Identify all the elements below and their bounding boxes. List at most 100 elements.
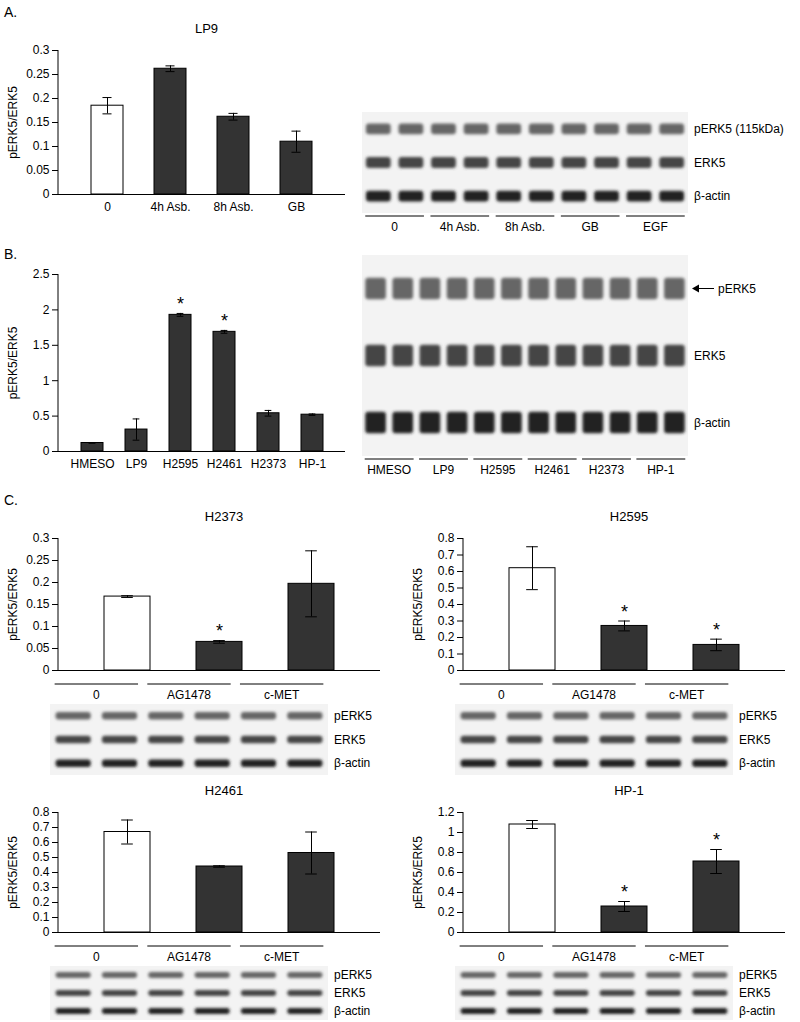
svg-text:8h Asb.: 8h Asb. <box>505 220 545 234</box>
svg-text:H2595: H2595 <box>480 463 516 477</box>
svg-text:2.5: 2.5 <box>33 267 50 281</box>
svg-text:0.3: 0.3 <box>33 531 50 545</box>
svg-text:*: * <box>713 830 720 850</box>
svg-text:0.2: 0.2 <box>438 630 455 644</box>
svg-text:0.1: 0.1 <box>33 619 50 633</box>
svg-text:0.5: 0.5 <box>438 581 455 595</box>
svg-text:0: 0 <box>104 200 111 214</box>
svg-text:1: 1 <box>448 825 455 839</box>
svg-text:AG1478: AG1478 <box>167 688 211 702</box>
svg-text:GB: GB <box>288 200 305 214</box>
svg-text:0: 0 <box>43 925 50 939</box>
svg-text:pERK5/ERK5: pERK5/ERK5 <box>6 836 20 909</box>
svg-text:0.1: 0.1 <box>438 647 455 661</box>
svg-text:0.1: 0.1 <box>33 910 50 924</box>
svg-text:0.3: 0.3 <box>33 43 50 57</box>
svg-text:*: * <box>177 294 184 314</box>
svg-text:pERK5: pERK5 <box>739 709 777 723</box>
svg-text:8h Asb.: 8h Asb. <box>213 200 253 214</box>
svg-text:ERK5: ERK5 <box>694 156 726 170</box>
svg-text:pERK5/ERK5: pERK5/ERK5 <box>411 568 425 641</box>
svg-text:0: 0 <box>43 444 50 458</box>
svg-text:1.2: 1.2 <box>438 805 455 819</box>
svg-text:0.4: 0.4 <box>438 885 455 899</box>
svg-text:ERK5: ERK5 <box>739 733 771 747</box>
svg-text:pERK5: pERK5 <box>334 709 372 723</box>
svg-text:*: * <box>216 621 223 641</box>
svg-text:0: 0 <box>498 688 505 702</box>
svg-text:0: 0 <box>93 688 100 702</box>
svg-text:HMESO: HMESO <box>367 463 411 477</box>
svg-text:0.05: 0.05 <box>26 641 50 655</box>
svg-text:H2373: H2373 <box>251 457 287 471</box>
svg-text:pERK5: pERK5 <box>739 968 777 982</box>
svg-text:0.25: 0.25 <box>26 67 50 81</box>
svg-text:LP9: LP9 <box>126 457 148 471</box>
svg-text:pERK5: pERK5 <box>718 282 756 296</box>
svg-text:c-MET: c-MET <box>264 950 300 964</box>
svg-text:1.5: 1.5 <box>33 338 50 352</box>
svg-text:pERK5/ERK5: pERK5/ERK5 <box>411 836 425 909</box>
svg-text:ERK5: ERK5 <box>334 986 366 1000</box>
svg-text:0.8: 0.8 <box>33 805 50 819</box>
svg-text:*: * <box>621 882 628 902</box>
svg-text:0.8: 0.8 <box>438 531 455 545</box>
svg-text:*: * <box>621 602 628 622</box>
svg-text:c-MET: c-MET <box>264 688 300 702</box>
svg-text:0.4: 0.4 <box>33 865 50 879</box>
svg-text:0: 0 <box>43 187 50 201</box>
svg-text:0.3: 0.3 <box>33 880 50 894</box>
svg-text:HP-1: HP-1 <box>299 457 327 471</box>
svg-text:0: 0 <box>391 220 398 234</box>
svg-text:β-actin: β-actin <box>694 189 730 203</box>
svg-text:c-MET: c-MET <box>669 688 705 702</box>
svg-text:0.4: 0.4 <box>438 597 455 611</box>
svg-text:2: 2 <box>43 303 50 317</box>
svg-text:β-actin: β-actin <box>334 1004 370 1018</box>
svg-text:ERK5: ERK5 <box>694 349 726 363</box>
svg-text:0.6: 0.6 <box>438 564 455 578</box>
svg-text:H2461: H2461 <box>534 463 570 477</box>
svg-text:0.5: 0.5 <box>33 409 50 423</box>
svg-text:0.1: 0.1 <box>33 139 50 153</box>
svg-text:EGF: EGF <box>643 220 668 234</box>
svg-text:AG1478: AG1478 <box>572 688 616 702</box>
svg-text:0.2: 0.2 <box>33 91 50 105</box>
svg-text:H2373: H2373 <box>589 463 625 477</box>
svg-text:pERK5/ERK5: pERK5/ERK5 <box>6 568 20 641</box>
svg-text:H2595: H2595 <box>163 457 199 471</box>
svg-text:H2461: H2461 <box>207 457 243 471</box>
svg-text:pERK5 (115kDa): pERK5 (115kDa) <box>694 122 784 136</box>
svg-text:β-actin: β-actin <box>739 756 775 770</box>
svg-text:AG1478: AG1478 <box>167 950 211 964</box>
svg-text:pERK5/ERK5: pERK5/ERK5 <box>6 86 20 159</box>
svg-text:0.8: 0.8 <box>438 845 455 859</box>
svg-text:pERK5: pERK5 <box>334 968 372 982</box>
svg-text:0: 0 <box>43 663 50 677</box>
svg-text:4h Asb.: 4h Asb. <box>440 220 480 234</box>
svg-text:AG1478: AG1478 <box>572 950 616 964</box>
svg-text:0: 0 <box>448 925 455 939</box>
svg-text:LP9: LP9 <box>433 463 455 477</box>
svg-text:0.15: 0.15 <box>26 115 50 129</box>
svg-text:*: * <box>221 311 228 331</box>
svg-text:ERK5: ERK5 <box>739 986 771 1000</box>
svg-text:GB: GB <box>582 220 599 234</box>
svg-text:HP-1: HP-1 <box>647 463 675 477</box>
svg-text:0: 0 <box>448 663 455 677</box>
svg-text:0.6: 0.6 <box>33 835 50 849</box>
svg-text:*: * <box>713 620 720 640</box>
svg-text:0.25: 0.25 <box>26 553 50 567</box>
svg-text:0: 0 <box>498 950 505 964</box>
svg-text:0.2: 0.2 <box>438 905 455 919</box>
svg-text:0.2: 0.2 <box>33 575 50 589</box>
svg-text:1: 1 <box>43 374 50 388</box>
svg-text:HMESO: HMESO <box>70 457 114 471</box>
svg-text:β-actin: β-actin <box>739 1004 775 1018</box>
svg-text:pERK5/ERK5: pERK5/ERK5 <box>6 326 20 399</box>
svg-text:4h Asb.: 4h Asb. <box>150 200 190 214</box>
svg-text:β-actin: β-actin <box>694 416 730 430</box>
svg-text:0.7: 0.7 <box>438 548 455 562</box>
svg-text:0.6: 0.6 <box>438 865 455 879</box>
svg-text:c-MET: c-MET <box>669 950 705 964</box>
